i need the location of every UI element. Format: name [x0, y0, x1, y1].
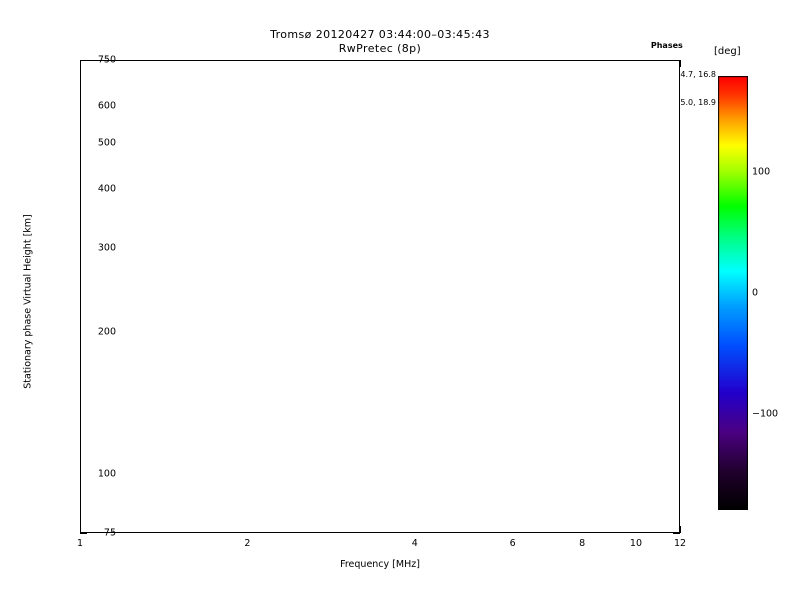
y-tick-label: 750: [97, 54, 116, 66]
plot-frame: [80, 60, 680, 533]
x-tick-label: 6: [509, 538, 516, 549]
y-tick-label: 75: [103, 527, 116, 539]
y-tick-label: 400: [97, 183, 116, 195]
plot-area[interactable]: [80, 60, 681, 534]
y-axis-title: Stationary phase Virtual Height [km]: [22, 214, 34, 389]
colorbar: [718, 76, 748, 510]
x-tick-label: 8: [579, 538, 586, 549]
chart-subtitle: RwPretec (8p): [338, 42, 422, 55]
y-tick-label: 100: [97, 468, 116, 480]
axis-tick: [673, 533, 680, 534]
phase-stats-heading: Phases: [650, 41, 683, 50]
axis-tick: [80, 533, 87, 534]
y-tick-label: 300: [97, 242, 116, 254]
chart-title: Tromsø 20120427 03:44:00–03:45:43: [270, 28, 490, 41]
y-tick-label: 600: [97, 100, 116, 112]
axis-tick: [680, 526, 681, 533]
colorbar-unit-label: [deg]: [714, 46, 741, 57]
x-tick-label: 12: [673, 538, 687, 549]
x-tick-label: 10: [629, 538, 643, 549]
x-tick-label: 4: [411, 538, 418, 549]
y-tick-label: 200: [97, 326, 116, 338]
x-tick-label: 1: [76, 538, 84, 549]
x-axis-title: Frequency [MHz]: [340, 559, 420, 570]
colorbar-tick-label: 100: [752, 166, 771, 178]
colorbar-tick-label: 0: [752, 287, 759, 299]
colorbar-tick-label: −100: [752, 408, 779, 420]
y-tick-label: 500: [97, 137, 116, 149]
x-tick-label: 2: [244, 538, 251, 549]
axis-tick: [680, 60, 681, 67]
